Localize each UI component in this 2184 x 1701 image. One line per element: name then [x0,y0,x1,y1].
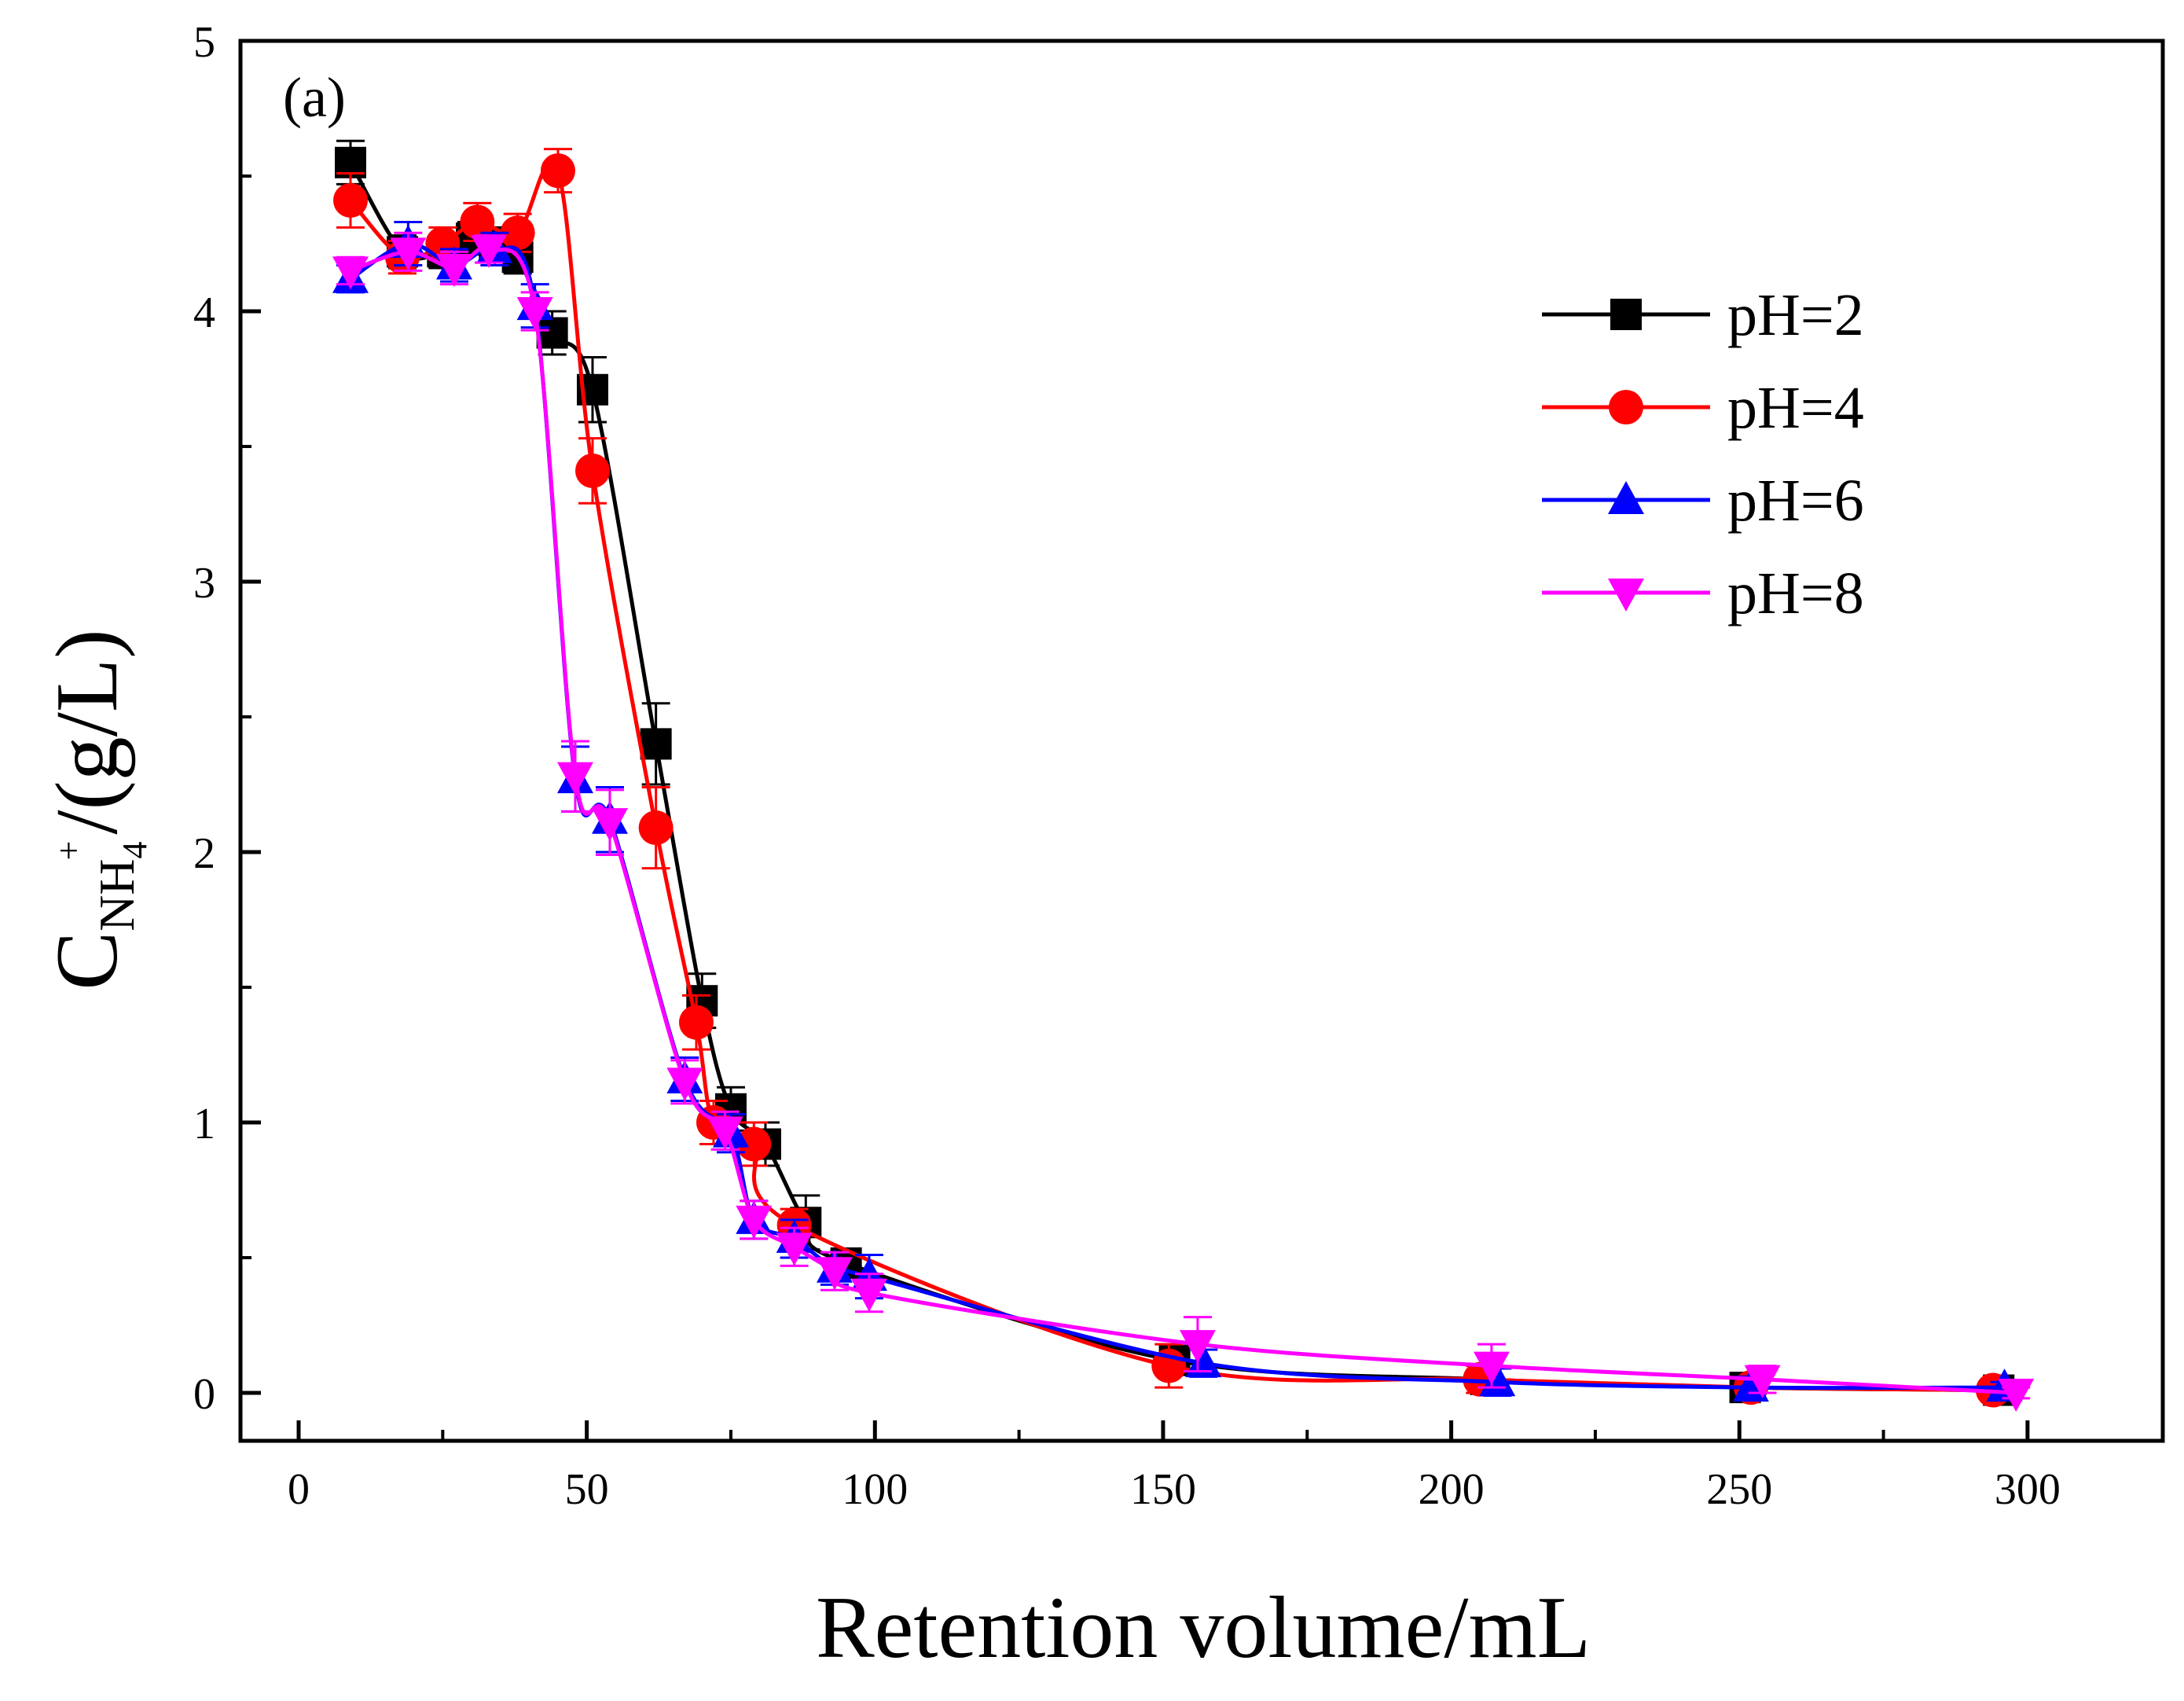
data-point [816,1257,853,1291]
legend-label: pH=8 [1727,560,1864,626]
y-tick-label: 1 [193,1100,215,1148]
legend-marker [1608,481,1644,514]
data-point [850,1278,887,1312]
data-point [460,204,495,240]
x-tick-label: 100 [842,1465,908,1514]
y-tick-label: 3 [193,559,215,608]
data-point [500,215,535,251]
x-tick-label: 0 [288,1465,310,1514]
x-tick-label: 150 [1130,1465,1196,1514]
plot-frame [238,39,2165,1443]
legend: pH=2 pH=4 pH=6 pH=8 [1542,282,1864,626]
legend-marker [1610,299,1642,330]
y-tick-label: 0 [193,1370,215,1419]
data-point [678,1005,714,1040]
x-tick-label: 200 [1419,1465,1485,1514]
legend-label: pH=2 [1727,282,1864,348]
data-point [1473,1351,1510,1385]
legend-marker [1609,390,1643,424]
y-axis-title-unit: /(g/L) [39,629,136,834]
data-point [516,297,553,330]
y-tick-label: 2 [193,829,215,878]
data-point [435,253,472,287]
legend-marker [1608,579,1644,612]
y-axis-title: CNH4 + /(g/L) [39,629,154,990]
data-point [1185,1344,1222,1378]
data-point [736,1126,772,1162]
y-axis-title-symbol: C [39,931,136,990]
legend-label: pH=4 [1727,375,1864,441]
data-point [666,1067,703,1101]
data-point [536,317,568,349]
panel-label: (a) [283,66,346,129]
data-point [640,728,672,760]
data-point [574,453,610,488]
x-axis-title: Retention volume/mL [816,1579,1591,1677]
data-point [390,237,427,271]
data-point [736,1205,773,1239]
y-axis-title-subsubscript: 4 [116,841,154,858]
data-point [591,808,628,842]
plot-area [332,139,2035,1412]
y-tick-label: 4 [193,288,215,337]
x-tick-label: 50 [565,1465,609,1514]
x-tick-label: 250 [1706,1465,1772,1514]
x-axis: 0 50 100 150 200 250 300 [288,1420,2061,1514]
data-point [1179,1330,1216,1364]
data-point [332,256,369,290]
data-point [556,762,593,795]
legend-label: pH=6 [1727,468,1864,534]
y-tick-label: 5 [193,18,215,67]
x-tick-label: 300 [1995,1465,2061,1514]
series-pH=8 [332,231,2035,1412]
y-axis: 0 1 2 3 4 5 [193,18,261,1419]
data-point [470,234,507,268]
data-point [1998,1379,2035,1412]
data-point [638,810,674,846]
y-axis-title-subscript: NH [89,858,145,931]
y-axis-title-superscript: + [50,841,88,861]
data-point [707,1116,743,1150]
data-point [540,153,575,189]
data-point [1744,1365,1781,1398]
data-point [776,1233,813,1266]
data-point [332,182,368,218]
svg-text:CNH4+/(g/L): CNH4 + /(g/L) [39,629,154,990]
